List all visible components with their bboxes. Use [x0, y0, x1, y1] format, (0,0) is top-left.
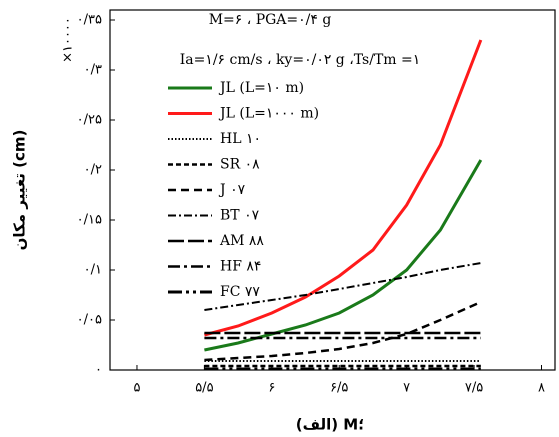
legend-label: JL (L=۱۰۰۰ m) — [218, 106, 319, 122]
series-line — [204, 159, 483, 352]
annotation: Ia=۱/۶ cm/s ، ky=۰/۰۲ g ،Ts/Tm =۱ — [180, 52, 421, 68]
series-line — [204, 262, 482, 311]
x-tick-label: ۸ — [538, 381, 545, 396]
series-line — [204, 39, 483, 337]
legend-label: FC ۷۷ — [220, 284, 260, 300]
series-line — [204, 300, 482, 362]
annotation: M=۶ ، PGA=۰/۴ g — [209, 12, 332, 28]
y-tick-label: ۰/۲۵ — [77, 113, 102, 128]
y-tick-label: ۰/۳۵ — [77, 13, 102, 28]
y-tick-label: ۰/۲ — [84, 163, 102, 178]
legend-label: AM ۸۸ — [219, 233, 264, 249]
x-axis-label: (الف) M؛ — [296, 416, 365, 434]
x-tick-label: ۷ — [403, 381, 410, 396]
y-tick-label: ۰/۱۵ — [77, 213, 102, 228]
y-tick-label: ۰/۳ — [84, 63, 102, 78]
x-tick-label: ۵ — [133, 381, 140, 396]
legend-label: BT ۰۷ — [220, 208, 260, 224]
y-tick-label: ۰ — [95, 363, 102, 378]
y-tick-label: ۰/۱ — [84, 263, 102, 278]
legend-label: JL (L=۱۰ m) — [218, 80, 304, 96]
legend-label: HF ۸۴ — [220, 259, 261, 275]
y-axis-label: تغییر مکان (cm) — [11, 130, 29, 251]
legend-label: SR ۰۸ — [220, 157, 260, 173]
y-tick-label: ۰/۰۵ — [77, 313, 102, 328]
x-tick-label: ۶ — [268, 381, 275, 396]
x-tick-label: ۶/۵ — [330, 381, 348, 396]
x-tick-label: ۵/۵ — [195, 381, 213, 396]
x-tick-label: ۷/۵ — [465, 381, 483, 396]
legend-label: HL ۱۰ — [220, 131, 261, 147]
legend-label: J ۰۷ — [218, 182, 246, 198]
y-multiplier: ×۱۰۰۰۰ — [61, 17, 76, 63]
